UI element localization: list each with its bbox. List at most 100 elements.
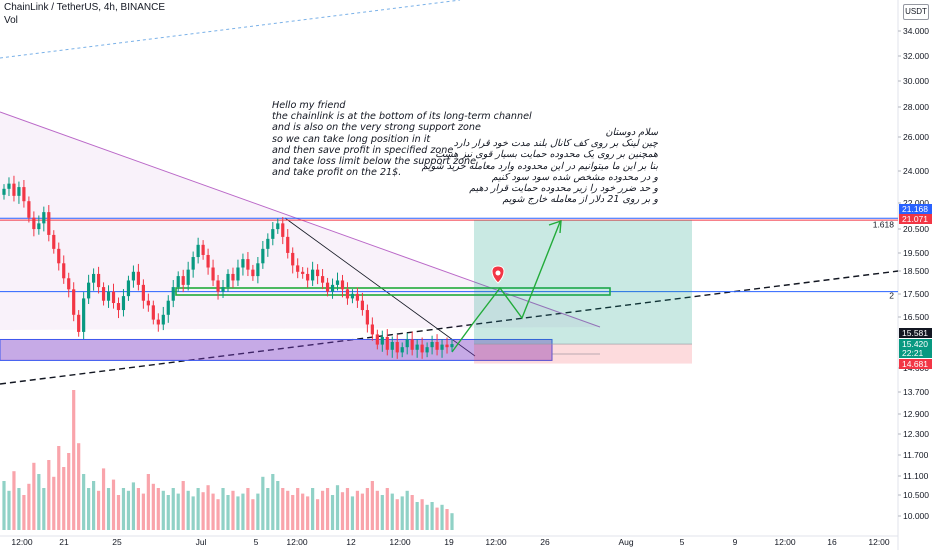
candle	[266, 233, 270, 257]
price-tag: 15.581	[899, 328, 932, 338]
volume-bar	[415, 502, 419, 530]
volume-bar	[301, 493, 305, 530]
candle	[360, 292, 364, 316]
volume-bar	[231, 490, 235, 530]
candle	[211, 259, 215, 287]
volume-bar	[311, 488, 315, 530]
volume-bar	[435, 507, 439, 530]
volume-bar	[395, 499, 399, 530]
volume-bar	[390, 493, 394, 530]
candle	[146, 293, 150, 312]
volume-bar	[191, 496, 195, 530]
volume-bar	[181, 481, 185, 530]
price-tag: 21.168	[899, 204, 932, 214]
candle	[166, 295, 170, 323]
candle	[92, 268, 96, 291]
volume-bar	[2, 481, 6, 530]
price-tick-label: 34.000	[903, 26, 929, 36]
volume-bar	[320, 490, 325, 530]
volume-bar	[126, 490, 131, 530]
candle	[67, 272, 71, 298]
candle	[226, 269, 230, 292]
candle	[161, 306, 165, 331]
upper-channel-line	[0, 0, 461, 59]
time-tick-label: 21	[59, 537, 69, 547]
volume-bar	[216, 499, 220, 530]
price-tick-label: 13.700	[903, 387, 929, 397]
volume-bar	[67, 453, 71, 530]
candle	[420, 337, 424, 359]
volume-bar	[221, 488, 225, 530]
candle	[415, 339, 419, 358]
price-tick-label: 16.500	[903, 312, 929, 322]
candle	[96, 266, 101, 294]
annotation-persian: سلام دوستان چین لینک بر روی کف کانال بلن…	[421, 127, 658, 206]
candle	[355, 287, 360, 308]
candle	[72, 282, 76, 322]
volume-bar	[87, 488, 91, 530]
candle	[430, 335, 434, 355]
currency-button[interactable]: USDT	[903, 4, 929, 20]
time-tick-label: 5	[254, 537, 259, 547]
volume-bar	[370, 481, 374, 530]
candle	[395, 334, 399, 359]
candle	[27, 196, 31, 223]
candle	[261, 240, 265, 269]
candle	[316, 264, 320, 285]
volume-bar	[27, 483, 31, 530]
candle	[256, 256, 260, 284]
resistance-box	[175, 287, 611, 296]
volume-bar	[12, 471, 16, 530]
price-tick-label: 10.500	[903, 490, 929, 500]
time-tick-label: 26	[540, 537, 550, 547]
volume-bar	[325, 488, 330, 530]
price-tick-label: 17.500	[903, 289, 929, 299]
price-tick-label: 10.000	[903, 511, 929, 521]
volume-bar	[96, 490, 101, 530]
volume-bar	[141, 493, 145, 530]
candle	[345, 282, 350, 305]
fib-label-1618: 1.618	[873, 219, 895, 229]
price-tick-label: 11.100	[903, 471, 929, 481]
candle	[42, 206, 46, 232]
candle	[281, 217, 285, 245]
candle	[405, 333, 409, 355]
volume-bar	[42, 488, 46, 530]
volume-bar	[340, 492, 345, 530]
volume-bar	[52, 476, 56, 530]
candle	[296, 258, 300, 279]
candle	[181, 269, 185, 293]
candle	[126, 275, 131, 301]
candle	[410, 331, 414, 356]
volume-bar	[156, 488, 160, 530]
candle	[340, 274, 345, 298]
time-tick-label: 19	[444, 537, 454, 547]
candle	[251, 264, 255, 281]
volume-bar	[37, 474, 41, 530]
candle	[291, 247, 295, 274]
time-tick-label: 12:00	[389, 537, 411, 547]
volume-label: Vol	[4, 15, 18, 26]
price-tag-label: 22:21	[902, 348, 924, 358]
candle	[286, 229, 290, 259]
candle	[435, 334, 439, 356]
volume-bar	[57, 446, 61, 530]
symbol-title: ChainLink / TetherUS, 4h, BINANCE	[4, 2, 166, 13]
time-tick-label: Aug	[618, 537, 633, 547]
candle	[325, 277, 330, 297]
volume-bar	[62, 467, 66, 530]
volume-bar	[196, 488, 200, 530]
candle	[101, 282, 106, 306]
candle	[385, 329, 389, 356]
volume-bar	[276, 481, 280, 530]
volume-bar	[355, 490, 360, 530]
volume-bar	[72, 390, 76, 530]
support-zone-outline	[0, 339, 553, 361]
candle	[151, 300, 155, 325]
time-tick-label: 16	[827, 537, 837, 547]
volume-bar	[380, 495, 384, 530]
plot-area	[0, 0, 898, 522]
price-tag-label: 15.581	[902, 328, 928, 338]
volume-bar	[92, 481, 96, 530]
